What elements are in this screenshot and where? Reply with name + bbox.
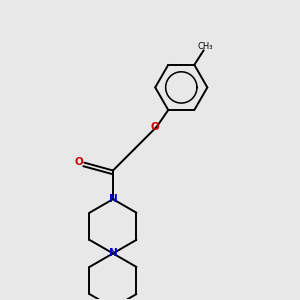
- Text: N: N: [109, 248, 117, 258]
- Text: N: N: [109, 194, 117, 204]
- Text: O: O: [150, 122, 159, 132]
- Text: O: O: [75, 157, 83, 166]
- Text: CH₃: CH₃: [197, 42, 213, 51]
